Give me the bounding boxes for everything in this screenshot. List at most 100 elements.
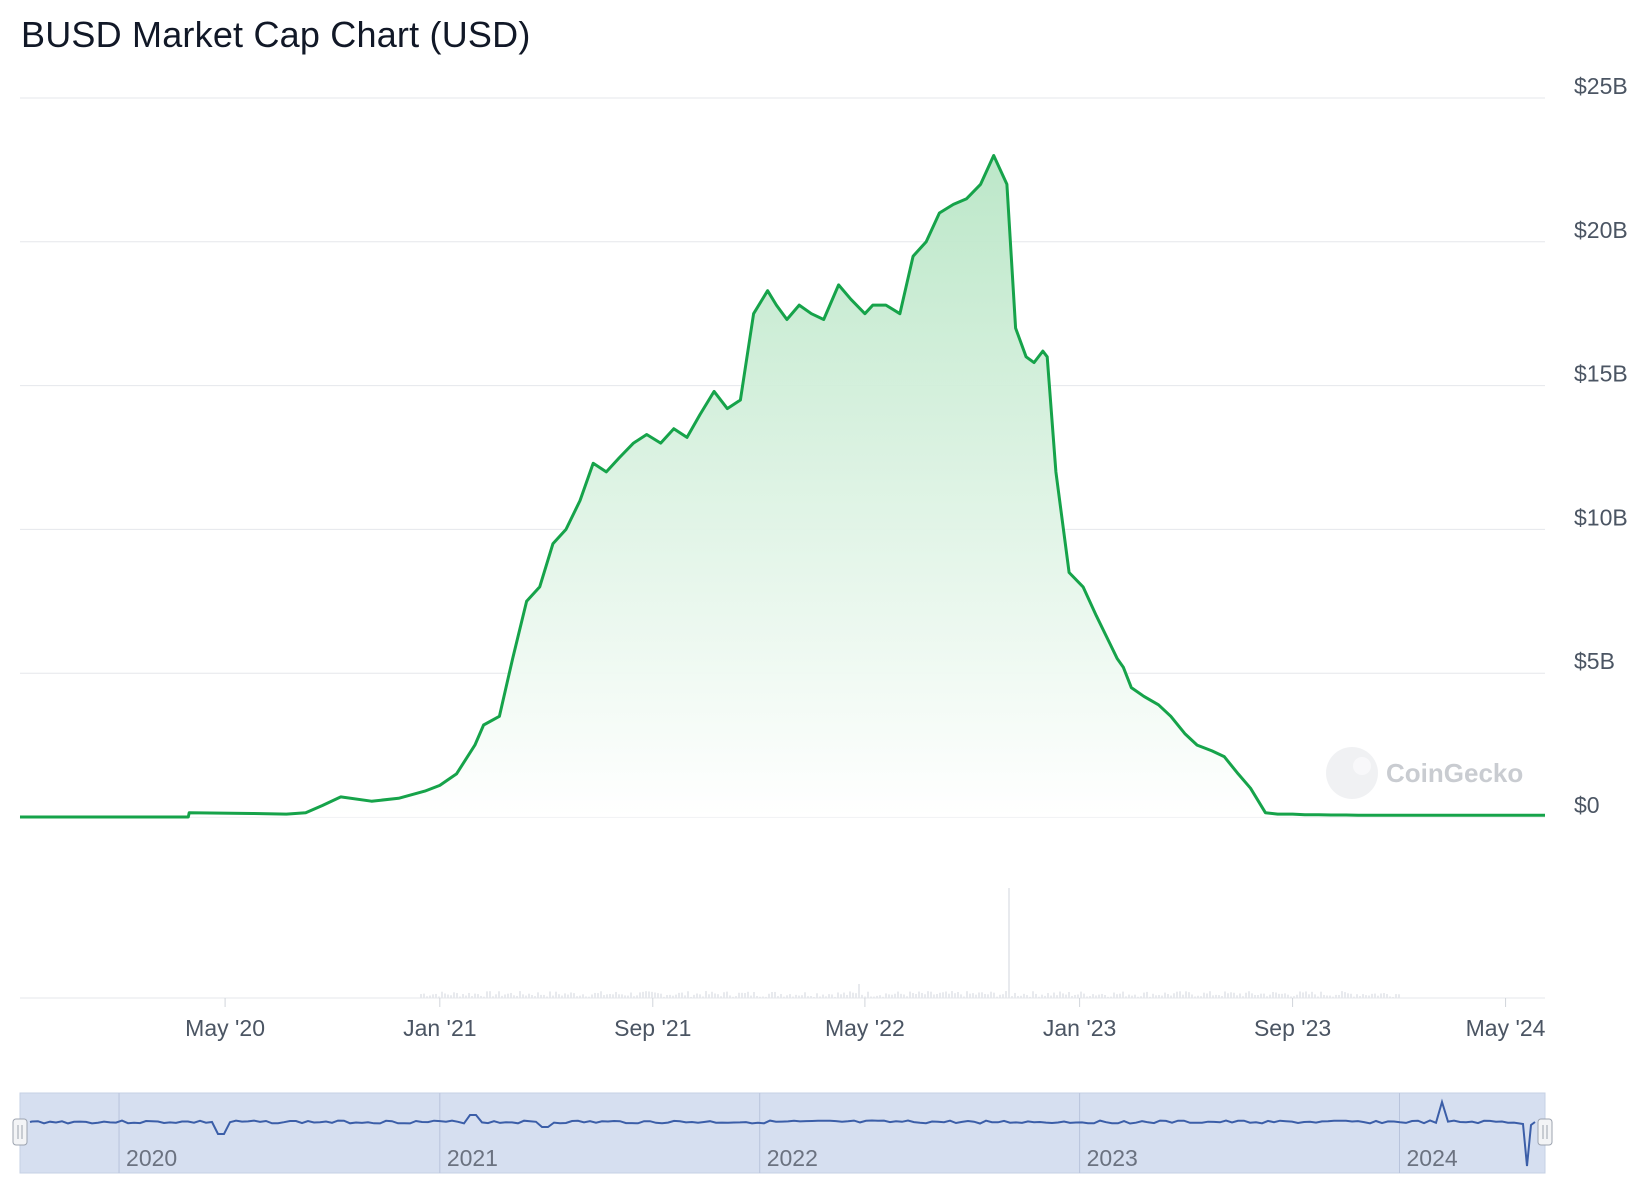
volume-bar xyxy=(903,994,905,998)
volume-bar xyxy=(825,996,827,998)
navigator-handle-right[interactable] xyxy=(1537,1118,1553,1146)
volume-bar xyxy=(525,995,527,998)
volume-bar xyxy=(804,992,806,998)
volume-bar xyxy=(915,994,917,998)
volume-bar xyxy=(531,995,533,998)
volume-bar xyxy=(858,984,860,998)
volume-bar xyxy=(783,996,785,998)
volume-bar xyxy=(1023,993,1025,998)
volume-bar xyxy=(567,994,569,998)
volume-bar xyxy=(483,996,485,998)
volume-bar xyxy=(420,994,422,998)
volume-bar xyxy=(1164,992,1166,998)
volume-bar xyxy=(576,996,578,998)
volume-bar xyxy=(636,995,638,998)
volume-bar xyxy=(621,994,623,998)
volume-bar xyxy=(990,991,992,998)
volume-bar xyxy=(441,991,443,998)
volume-bar xyxy=(921,992,923,998)
gecko-eye-icon xyxy=(1353,757,1371,775)
volume-bar xyxy=(528,993,530,998)
volume-bar xyxy=(1260,993,1262,998)
volume-bar xyxy=(1116,994,1118,998)
volume-bar xyxy=(762,996,764,998)
volume-bar xyxy=(933,994,935,998)
range-navigator[interactable]: 2020 2021 2022 2023 2024 xyxy=(12,1092,1553,1174)
volume-bar xyxy=(1350,993,1352,998)
volume-bar xyxy=(1107,996,1109,998)
volume-bar xyxy=(1215,994,1217,998)
navigator-label: 2024 xyxy=(1407,1145,1458,1171)
volume-bar xyxy=(474,993,476,998)
volume-bar xyxy=(1395,994,1397,998)
volume-bar xyxy=(1275,992,1277,998)
volume-bar xyxy=(684,995,686,998)
volume-bar xyxy=(711,991,713,998)
volume-bar xyxy=(459,996,461,998)
volume-bar xyxy=(726,991,728,998)
volume-bar xyxy=(1320,991,1322,998)
volume-bar xyxy=(939,992,941,998)
volume-bar xyxy=(912,993,914,998)
volume-bar xyxy=(492,996,494,998)
volume-bar xyxy=(849,991,851,998)
volume-bar xyxy=(1368,995,1370,998)
volume-bar xyxy=(573,993,575,998)
volume-bar xyxy=(786,995,788,998)
volume-bar xyxy=(750,995,752,998)
y-tick-label: $20B xyxy=(1574,217,1628,243)
volume-bar xyxy=(1374,993,1376,998)
volume-bar xyxy=(930,991,932,998)
volume-bar xyxy=(1383,993,1385,998)
volume-bar xyxy=(450,995,452,998)
volume-bar xyxy=(855,993,857,998)
volume-bar xyxy=(1278,993,1280,998)
volume-bar xyxy=(588,996,590,998)
volume-bar xyxy=(1311,991,1313,998)
volume-bar xyxy=(1110,996,1112,998)
volume-bar xyxy=(642,991,644,998)
volume-bar xyxy=(1281,993,1283,998)
volume-bar xyxy=(960,994,962,998)
volume-bar xyxy=(1044,995,1046,998)
volume-bar xyxy=(1344,992,1346,998)
volume-bar xyxy=(723,992,725,998)
volume-bar xyxy=(1380,993,1382,998)
navigator-handle-left[interactable] xyxy=(12,1118,28,1146)
volume-bar xyxy=(1095,995,1097,998)
volume-bar xyxy=(1284,993,1286,998)
volume-bar xyxy=(1137,996,1139,998)
handle-grip-icon[interactable] xyxy=(1537,1118,1553,1146)
volume-bar xyxy=(789,994,791,998)
navigator-label: 2021 xyxy=(447,1145,498,1171)
market-cap-line xyxy=(20,154,1545,819)
volume-bar xyxy=(1233,992,1235,998)
navigator-selection[interactable] xyxy=(19,1092,1546,1174)
volume-bar xyxy=(744,993,746,998)
volume-bar xyxy=(1080,991,1082,998)
volume-bar xyxy=(1149,996,1151,998)
handle-grip-icon[interactable] xyxy=(12,1118,28,1146)
volume-bar xyxy=(1254,994,1256,998)
volume-bar xyxy=(831,994,833,998)
x-tick-label: Jan '21 xyxy=(403,1015,476,1041)
volume-bar xyxy=(1077,994,1079,998)
volume-bar xyxy=(1272,992,1274,998)
volume-bar xyxy=(867,991,869,998)
volume-bar xyxy=(1329,995,1331,998)
volume-bar xyxy=(1185,991,1187,998)
volume-bar xyxy=(1371,993,1373,998)
volume-bar xyxy=(1131,995,1133,998)
volume-bar xyxy=(1176,991,1178,998)
volume-bar xyxy=(1002,994,1004,998)
volume-bar xyxy=(768,993,770,998)
volume-bar xyxy=(738,992,740,998)
volume-bar xyxy=(1104,995,1106,998)
volume-bar xyxy=(561,995,563,998)
volume-bar xyxy=(480,995,482,998)
volume-bar xyxy=(1221,996,1223,998)
volume-bar xyxy=(885,993,887,998)
volume-bar xyxy=(876,995,878,998)
